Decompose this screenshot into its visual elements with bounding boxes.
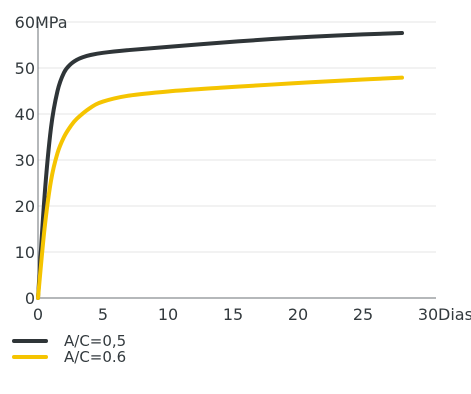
y-tick-label: 20 xyxy=(15,197,35,216)
legend-item-ac-05: A/C=0,5 xyxy=(12,333,126,349)
y-tick-label: 10 xyxy=(15,243,35,262)
y-tick-label: 40 xyxy=(15,105,35,124)
legend-label: A/C=0.6 xyxy=(64,348,127,366)
tick-labels: 0 10 20 30 40 50 60 0 5 10 15 20 25 30 xyxy=(15,13,439,324)
x-axis-unit-label: Dias xyxy=(438,305,471,324)
legend-item-ac-06: A/C=0.6 xyxy=(12,349,126,365)
grid-lines xyxy=(38,21,436,253)
x-tick-label: 20 xyxy=(288,305,308,324)
x-tick-label: 10 xyxy=(158,305,178,324)
legend-swatch-dark xyxy=(12,339,48,343)
y-tick-label: 0 xyxy=(25,289,35,308)
axes xyxy=(37,22,436,299)
series-line-1 xyxy=(36,75,404,300)
x-tick-label: 5 xyxy=(98,305,108,324)
legend: A/C=0,5 A/C=0.6 xyxy=(12,333,126,365)
x-tick-label: 25 xyxy=(353,305,373,324)
legend-swatch-yellow xyxy=(12,355,48,359)
y-tick-label: 60 xyxy=(15,13,35,32)
y-axis-unit-label: MPa xyxy=(35,13,68,32)
x-tick-label: 30 xyxy=(418,305,438,324)
y-tick-label: 50 xyxy=(15,59,35,78)
series-line-0 xyxy=(36,31,404,300)
series-lines xyxy=(36,31,404,300)
x-tick-label: 0 xyxy=(33,305,43,324)
x-tick-label: 15 xyxy=(223,305,243,324)
legend-label: A/C=0,5 xyxy=(64,332,127,350)
y-tick-label: 30 xyxy=(15,151,35,170)
